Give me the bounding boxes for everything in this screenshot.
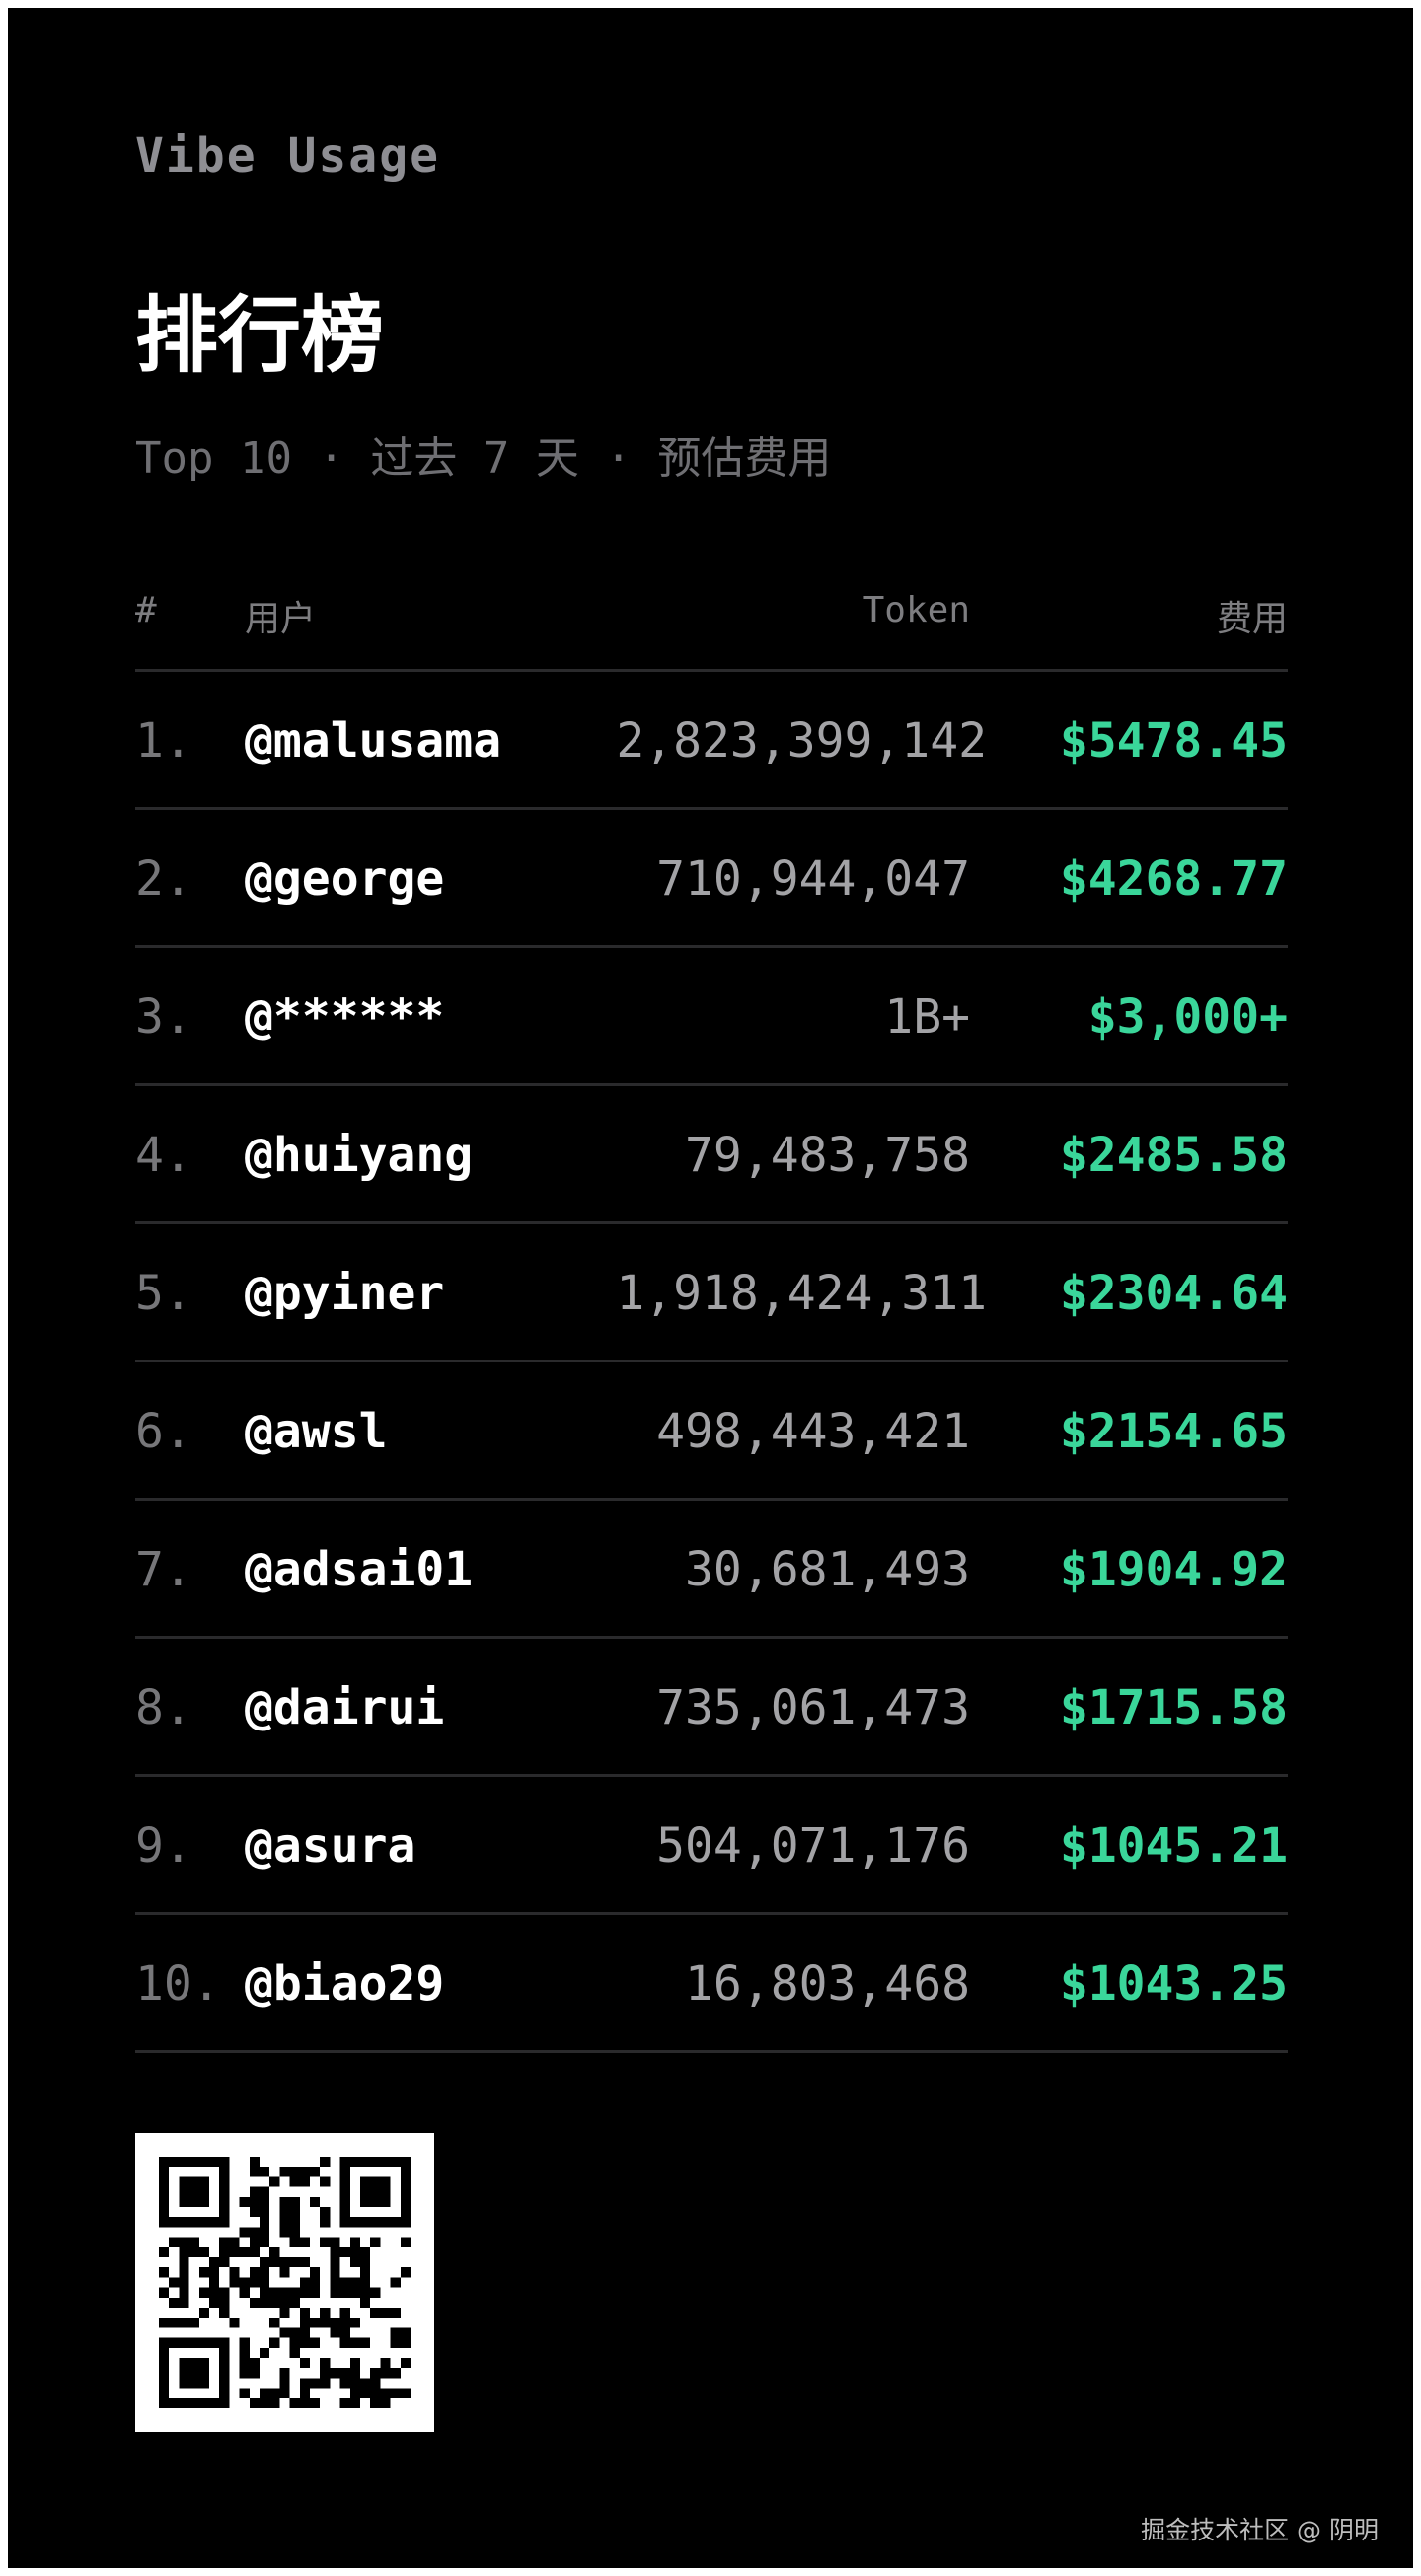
username: @****** bbox=[245, 990, 445, 1045]
username: @george bbox=[245, 851, 445, 907]
table-row: 10. @biao29 16,803,468 $1043.25 bbox=[135, 1915, 1288, 2053]
table-row: 9. @asura 504,071,176 $1045.21 bbox=[135, 1777, 1288, 1915]
row-divider bbox=[135, 1912, 1288, 1915]
fee: $2485.58 bbox=[1059, 1128, 1288, 1183]
token-count: 710,944,047 bbox=[656, 851, 970, 907]
rank: 5. bbox=[135, 1266, 192, 1321]
brand-label: Vibe Usage bbox=[135, 128, 440, 184]
token-count: 1B+ bbox=[884, 990, 970, 1045]
table-row: 2. @george 710,944,047 $4268.77 bbox=[135, 810, 1288, 948]
table-row: 4. @huiyang 79,483,758 $2485.58 bbox=[135, 1086, 1288, 1224]
token-count: 735,061,473 bbox=[656, 1680, 970, 1735]
username: @huiyang bbox=[245, 1128, 474, 1183]
rank: 3. bbox=[135, 990, 192, 1045]
rank: 10. bbox=[135, 1956, 221, 2012]
subtitle: Top 10 · 过去 7 天 · 预估费用 bbox=[135, 433, 832, 483]
header-fee: 费用 bbox=[1216, 599, 1288, 639]
row-divider bbox=[135, 1360, 1288, 1362]
fee: $2154.65 bbox=[1059, 1404, 1288, 1459]
token-count: 79,483,758 bbox=[685, 1128, 970, 1183]
fee: $4268.77 bbox=[1059, 851, 1288, 907]
fee: $1043.25 bbox=[1059, 1956, 1288, 2012]
username: @awsl bbox=[245, 1404, 388, 1459]
watermark: 掘金技术社区 @ 阴明 bbox=[1141, 2516, 1379, 2544]
fee: $1904.92 bbox=[1059, 1542, 1288, 1597]
leaderboard-card: Vibe Usage 排行榜 Top 10 · 过去 7 天 · 预估费用 # … bbox=[8, 8, 1413, 2568]
fee: $1715.58 bbox=[1059, 1680, 1288, 1735]
username: @biao29 bbox=[245, 1956, 445, 2012]
token-count: 498,443,421 bbox=[656, 1404, 970, 1459]
row-divider bbox=[135, 1498, 1288, 1501]
username: @pyiner bbox=[245, 1266, 445, 1321]
row-divider bbox=[135, 1774, 1288, 1777]
username: @adsai01 bbox=[245, 1542, 474, 1597]
row-divider bbox=[135, 945, 1288, 948]
rank: 4. bbox=[135, 1128, 192, 1183]
table-header: # 用户 Token 费用 bbox=[135, 590, 1288, 639]
row-divider bbox=[135, 2050, 1288, 2053]
row-divider bbox=[135, 1636, 1288, 1639]
rank: 9. bbox=[135, 1818, 192, 1874]
username: @dairui bbox=[245, 1680, 445, 1735]
rank: 7. bbox=[135, 1542, 192, 1597]
qr-code-icon bbox=[135, 2133, 434, 2432]
table-row: 5. @pyiner 1,918,424,311 $2304.64 bbox=[135, 1224, 1288, 1362]
rank: 6. bbox=[135, 1404, 192, 1459]
row-divider bbox=[135, 1221, 1288, 1224]
username: @malusama bbox=[245, 713, 502, 769]
table-row: 1. @malusama 2,823,399,142 $5478.45 bbox=[135, 672, 1288, 810]
header-divider bbox=[135, 669, 1288, 672]
rank: 2. bbox=[135, 851, 192, 907]
fee: $5478.45 bbox=[1059, 713, 1288, 769]
token-count: 2,823,399,142 bbox=[616, 713, 987, 769]
table-row: 7. @adsai01 30,681,493 $1904.92 bbox=[135, 1501, 1288, 1639]
rank: 8. bbox=[135, 1680, 192, 1735]
table-row: 3. @****** 1B+ $3,000+ bbox=[135, 948, 1288, 1086]
token-count: 1,918,424,311 bbox=[616, 1266, 987, 1321]
header-rank: # bbox=[135, 590, 157, 630]
row-divider bbox=[135, 807, 1288, 810]
fee: $1045.21 bbox=[1059, 1818, 1288, 1874]
page-title: 排行榜 bbox=[135, 287, 385, 384]
token-count: 16,803,468 bbox=[685, 1956, 970, 2012]
token-count: 30,681,493 bbox=[685, 1542, 970, 1597]
table-row: 6. @awsl 498,443,421 $2154.65 bbox=[135, 1362, 1288, 1501]
header-token: Token bbox=[862, 590, 970, 630]
row-divider bbox=[135, 1083, 1288, 1086]
fee: $3,000+ bbox=[1087, 990, 1288, 1045]
token-count: 504,071,176 bbox=[656, 1818, 970, 1874]
rank: 1. bbox=[135, 713, 192, 769]
header-user: 用户 bbox=[245, 599, 317, 639]
fee: $2304.64 bbox=[1059, 1266, 1288, 1321]
table-row: 8. @dairui 735,061,473 $1715.58 bbox=[135, 1639, 1288, 1777]
username: @asura bbox=[245, 1818, 416, 1874]
